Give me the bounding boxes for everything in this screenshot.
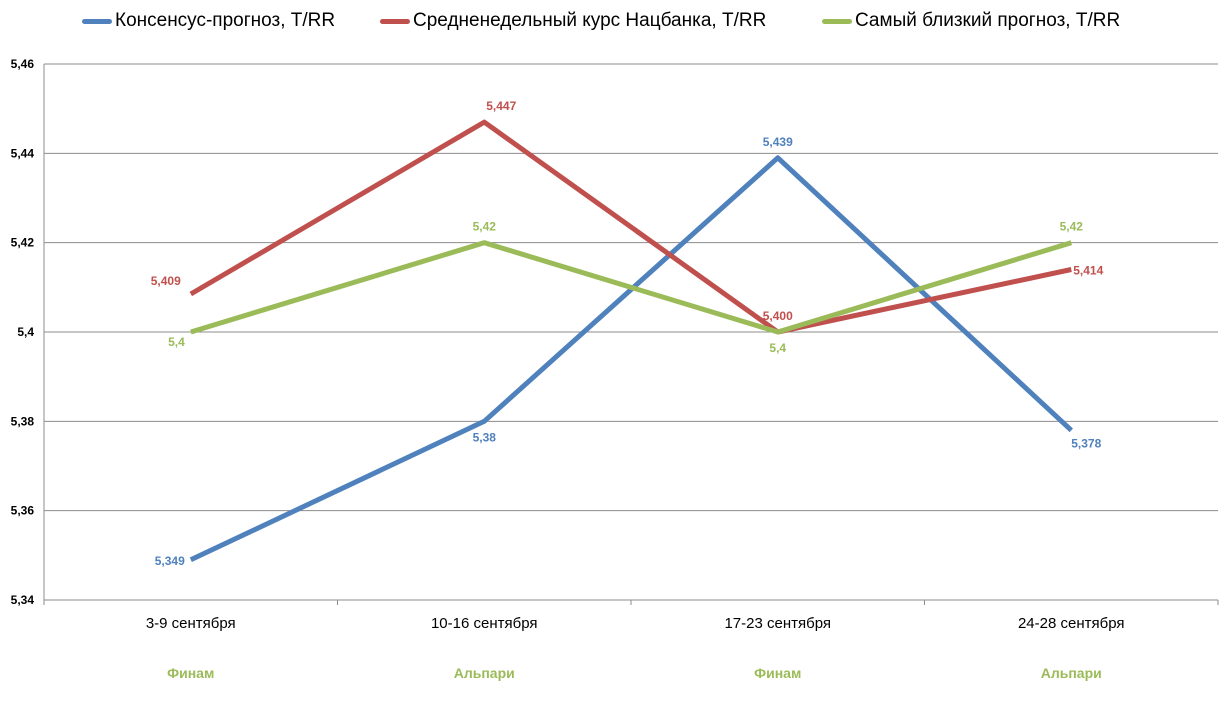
- y-tick-label: 5,38: [11, 414, 35, 428]
- x-tick-label: 17-23 сентября: [724, 615, 831, 632]
- data-label: 5,378: [1071, 436, 1101, 450]
- x-tick-label: 3-9 сентября: [146, 615, 236, 632]
- legend-label-nbrk: Средненедельный курс Нацбанка, T/RR: [413, 10, 767, 31]
- data-label: 5,42: [473, 220, 497, 234]
- y-tick-label: 5,46: [11, 57, 35, 71]
- source-label: Альпари: [1041, 665, 1102, 681]
- source-label: Финам: [754, 665, 801, 681]
- x-tick-label: 24-28 сентября: [1018, 615, 1125, 632]
- data-label: 5,400: [763, 309, 793, 323]
- series-line-1: [189, 119, 1072, 335]
- legend-item-consensus: Консенсус-прогноз, T/RR: [82, 10, 335, 32]
- data-labels: 5,349 5,38 5,439 5,378 5,409 5,447 5,400 5,414 5…: [151, 99, 1104, 568]
- legend-label-consensus: Консенсус-прогноз, T/RR: [115, 10, 336, 31]
- series-lines: [189, 119, 1074, 563]
- data-label: 5,447: [486, 99, 516, 113]
- data-label: 5,414: [1073, 263, 1103, 277]
- legend-item-nbrk: Средненедельный курс Нацбанка, T/RR: [380, 10, 766, 32]
- legend-swatch-closest: [822, 18, 852, 24]
- data-label: 5,4: [168, 335, 185, 349]
- y-tick-label: 5,36: [11, 504, 35, 518]
- legend-item-closest: Самый близкий прогноз, T/RR: [822, 10, 1120, 32]
- y-tick-label: 5,34: [11, 593, 35, 607]
- data-label: 5,349: [155, 554, 185, 568]
- data-label: 5,4: [769, 341, 786, 355]
- data-label: 5,42: [1060, 220, 1084, 234]
- y-tick-label: 5,44: [11, 146, 35, 160]
- y-tick-label: 5,42: [11, 236, 35, 250]
- gridlines: [44, 63, 1218, 512]
- data-label: 5,439: [763, 135, 793, 149]
- y-tick-label: 5,4: [17, 325, 34, 339]
- chart-legend: Консенсус-прогноз, T/RR Средненедельный …: [0, 10, 1226, 36]
- data-label: 5,38: [473, 430, 497, 444]
- legend-swatch-consensus: [82, 18, 112, 24]
- legend-label-closest: Самый близкий прогноз, T/RR: [855, 10, 1121, 31]
- source-label: Альпари: [454, 665, 515, 681]
- legend-swatch-nbrk: [380, 18, 410, 24]
- axes: 5,34 5,36 5,38 5,4 5,42 5,44 5,46 3-9 сентября Ф…: [11, 57, 1219, 681]
- x-tick-label: 10-16 сентября: [431, 615, 538, 632]
- source-label: Финам: [167, 665, 214, 681]
- data-label: 5,409: [151, 274, 181, 288]
- series-line-2: [190, 240, 1073, 335]
